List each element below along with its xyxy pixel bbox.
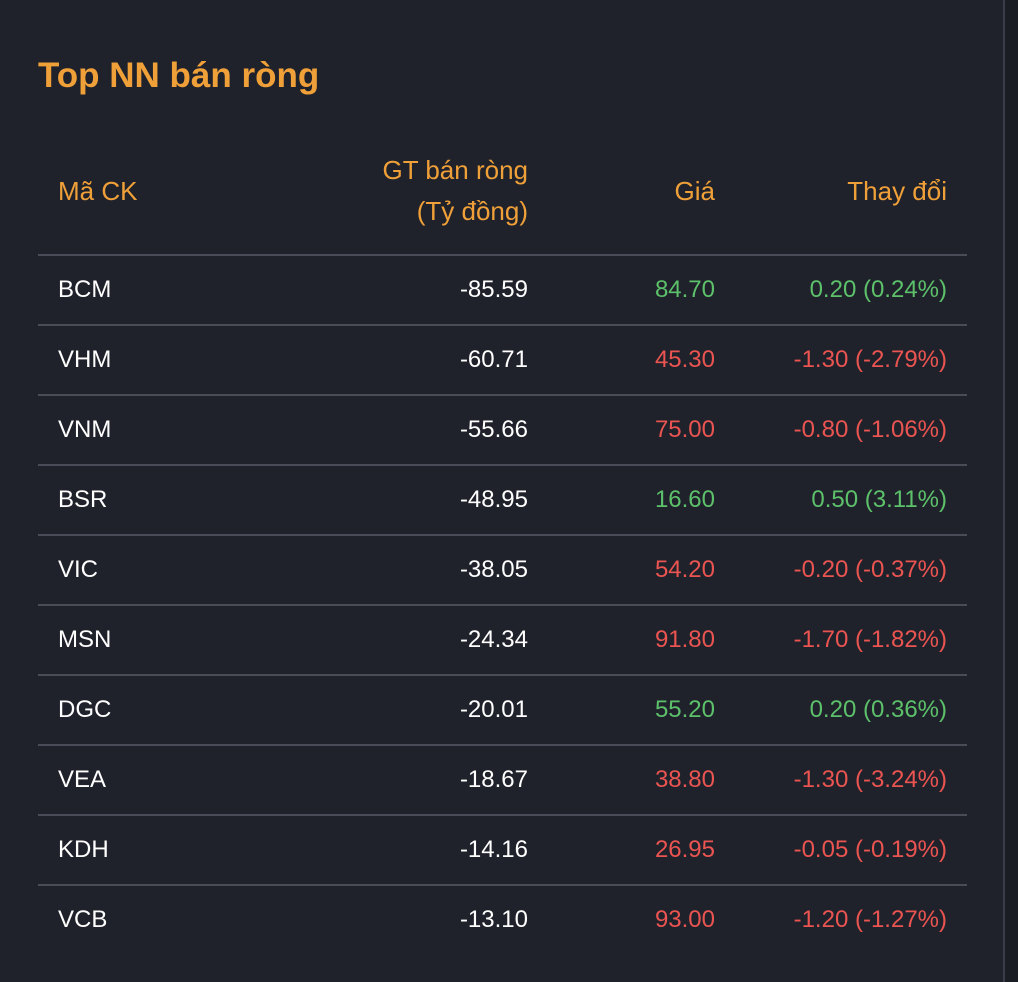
stock-code[interactable]: VEA <box>58 766 107 793</box>
price: 75.00 <box>654 416 715 443</box>
header-net-sell-value-line1: GT bán ròng <box>382 155 528 185</box>
price: 16.60 <box>654 486 715 513</box>
price: 45.30 <box>654 346 715 373</box>
table-row[interactable]: VEA -18.67 38.80 -1.30 (-3.24%) <box>38 746 967 816</box>
header-price[interactable]: Giá <box>674 176 715 206</box>
price: 93.00 <box>654 906 715 933</box>
net-sell-value: -18.67 <box>459 766 528 793</box>
price-change: 0.50 (3.11%) <box>811 486 947 513</box>
header-change[interactable]: Thay đổi <box>847 176 947 206</box>
stock-code[interactable]: VHM <box>58 346 112 373</box>
table-row[interactable]: BSR -48.95 16.60 0.50 (3.11%) <box>38 466 967 536</box>
table-row[interactable]: DGC -20.01 55.20 0.20 (0.36%) <box>38 676 967 746</box>
price-change: -0.05 (-0.19%) <box>793 836 947 863</box>
price: 84.70 <box>654 276 715 303</box>
table-row[interactable]: VCB -13.10 93.00 -1.20 (-1.27%) <box>38 886 967 954</box>
table-row[interactable]: BCM -85.59 84.70 0.20 (0.24%) <box>38 256 967 326</box>
price-change: -1.30 (-2.79%) <box>793 346 947 373</box>
stock-code[interactable]: VIC <box>58 556 99 583</box>
stock-code[interactable]: VNM <box>58 416 112 443</box>
stock-code[interactable]: BCM <box>58 276 112 303</box>
net-sell-value: -14.16 <box>459 836 528 863</box>
net-sell-value: -55.66 <box>459 416 528 443</box>
net-sell-value: -48.95 <box>459 486 528 513</box>
header-net-sell-value[interactable]: GT bán ròng (Tỷ đồng) <box>382 150 528 232</box>
adjacent-panel-edge <box>1005 0 1018 982</box>
net-sell-value: -24.34 <box>459 626 528 653</box>
price-change: 0.20 (0.24%) <box>809 276 947 303</box>
price: 38.80 <box>654 766 715 793</box>
price-change: -1.20 (-1.27%) <box>793 906 947 933</box>
net-sell-value: -13.10 <box>459 906 528 933</box>
price: 91.80 <box>654 626 715 653</box>
header-net-sell-value-line2: (Tỷ đồng) <box>416 196 528 226</box>
header-stock-code[interactable]: Mã CK <box>58 176 138 206</box>
table-row[interactable]: VNM -55.66 75.00 -0.80 (-1.06%) <box>38 396 967 466</box>
panel-title: Top NN bán ròng <box>38 56 320 95</box>
table-header: Mã CK GT bán ròng (Tỷ đồng) Giá Thay đổi <box>38 146 967 256</box>
stock-code[interactable]: MSN <box>58 626 112 653</box>
stock-code[interactable]: VCB <box>58 906 108 933</box>
table-row[interactable]: VIC -38.05 54.20 -0.20 (-0.37%) <box>38 536 967 606</box>
net-sell-value: -60.71 <box>459 346 528 373</box>
price: 26.95 <box>654 836 715 863</box>
net-sell-value: -20.01 <box>459 696 528 723</box>
panel-divider <box>1003 0 1005 982</box>
table-row[interactable]: MSN -24.34 91.80 -1.70 (-1.82%) <box>38 606 967 676</box>
price: 55.20 <box>654 696 715 723</box>
price-change: -0.80 (-1.06%) <box>793 416 947 443</box>
net-sell-value: -38.05 <box>459 556 528 583</box>
price-change: -1.30 (-3.24%) <box>793 766 947 793</box>
price-change: 0.20 (0.36%) <box>809 696 947 723</box>
stock-code[interactable]: KDH <box>58 836 109 863</box>
price: 54.20 <box>654 556 715 583</box>
table-row[interactable]: KDH -14.16 26.95 -0.05 (-0.19%) <box>38 816 967 886</box>
net-sell-value: -85.59 <box>459 276 528 303</box>
stock-code[interactable]: BSR <box>58 486 108 513</box>
price-change: -0.20 (-0.37%) <box>793 556 947 583</box>
stock-code[interactable]: DGC <box>58 696 112 723</box>
table-row[interactable]: VHM -60.71 45.30 -1.30 (-2.79%) <box>38 326 967 396</box>
net-sell-table: Mã CK GT bán ròng (Tỷ đồng) Giá Thay đổi… <box>38 146 967 954</box>
price-change: -1.70 (-1.82%) <box>793 626 947 653</box>
